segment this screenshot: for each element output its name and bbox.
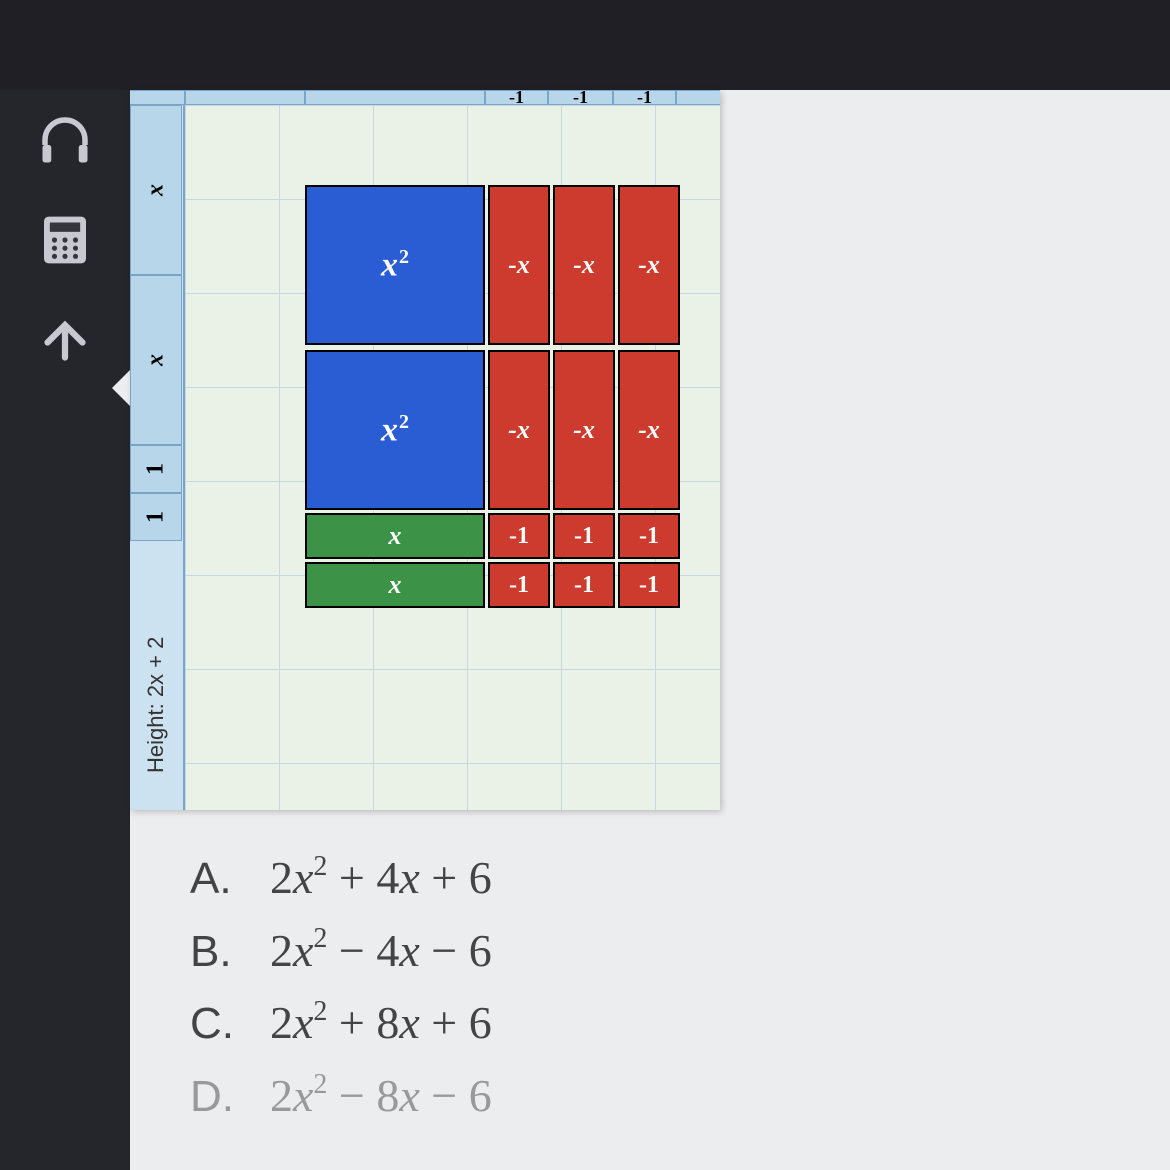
content-area: -1 -1 -1 x x 1 1 Height: 2x + 2 x2 x2 -x…	[130, 90, 1170, 1170]
height-label: Height: 2x + 2	[130, 605, 182, 805]
calculator-icon[interactable]	[25, 200, 105, 280]
tile-neg-1: -1	[618, 562, 680, 608]
top-label: -1	[613, 90, 676, 105]
grid-area: x2 x2 -x -x -x -x -x -x x x -1 -1 -1 -1 …	[185, 105, 720, 810]
tile-neg-x: -x	[488, 350, 550, 510]
axis-label-1: 1	[130, 445, 182, 493]
answer-choice-b[interactable]: B.2x2 − 4x − 6	[190, 918, 492, 985]
tile-neg-x: -x	[618, 350, 680, 510]
tile-neg-x: -x	[553, 185, 615, 345]
sidebar-pointer	[112, 370, 130, 406]
axis-label-x: x	[130, 275, 182, 445]
top-header: -1 -1 -1	[130, 90, 720, 105]
tile-neg-1: -1	[618, 513, 680, 559]
axis-label-x: x	[130, 105, 182, 275]
tile-neg-1: -1	[488, 513, 550, 559]
answer-choices: A.2x2 + 4x + 6 B.2x2 − 4x − 6 C.2x2 + 8x…	[190, 845, 492, 1136]
tile-neg-1: -1	[553, 513, 615, 559]
top-bar	[0, 0, 1170, 90]
tile-x: x	[305, 562, 485, 608]
tile-neg-x: -x	[618, 185, 680, 345]
axis-label-1: 1	[130, 493, 182, 541]
arrow-up-icon[interactable]	[25, 300, 105, 380]
left-sidebar	[0, 90, 130, 1170]
top-label: -1	[548, 90, 613, 105]
tile-neg-1: -1	[488, 562, 550, 608]
top-label: -1	[485, 90, 548, 105]
algebra-tiles-panel: -1 -1 -1 x x 1 1 Height: 2x + 2 x2 x2 -x…	[130, 90, 720, 810]
tile-x: x	[305, 513, 485, 559]
headphones-icon[interactable]	[25, 100, 105, 180]
tile-x-squared: x2	[305, 350, 485, 510]
tile-neg-x: -x	[553, 350, 615, 510]
answer-choice-d[interactable]: D.2x2 − 8x − 6	[190, 1063, 492, 1130]
left-axis: x x 1 1 Height: 2x + 2	[130, 105, 185, 810]
tile-neg-x: -x	[488, 185, 550, 345]
tile-x-squared: x2	[305, 185, 485, 345]
tile-neg-1: -1	[553, 562, 615, 608]
answer-choice-a[interactable]: A.2x2 + 4x + 6	[190, 845, 492, 912]
answer-choice-c[interactable]: C.2x2 + 8x + 6	[190, 990, 492, 1057]
